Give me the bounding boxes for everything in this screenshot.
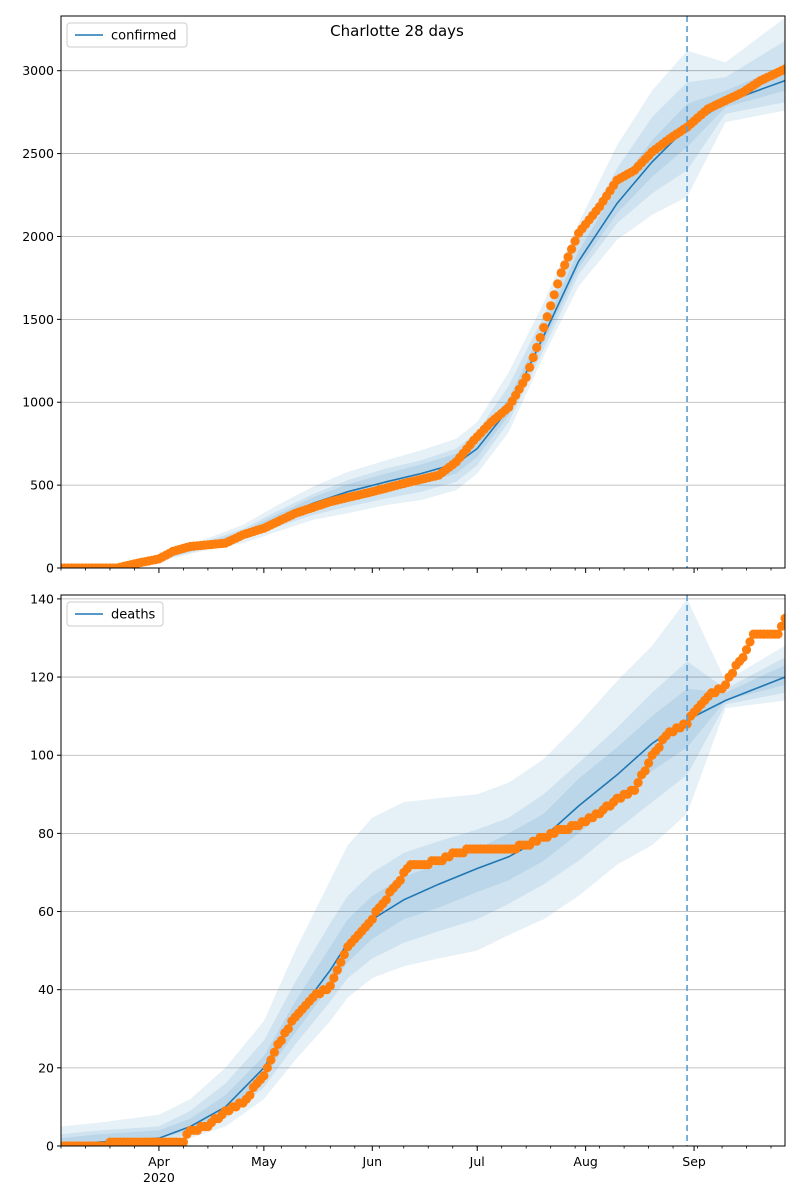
y-tick-label: 60 xyxy=(38,904,54,919)
y-tick-label: 100 xyxy=(30,748,54,763)
uncertainty-band-1 xyxy=(61,17,785,568)
observed-point xyxy=(395,875,405,885)
observed-point xyxy=(654,742,664,753)
observed-point xyxy=(546,301,556,311)
plot-area xyxy=(61,17,785,568)
observed-point xyxy=(269,1047,279,1057)
observed-point xyxy=(381,895,391,905)
observed-point xyxy=(567,244,577,254)
observed-point xyxy=(542,312,552,322)
y-tick-label: 40 xyxy=(38,982,54,997)
observed-point xyxy=(553,279,563,289)
observed-point xyxy=(640,766,650,776)
uncertainty-band-3 xyxy=(61,665,785,1146)
observed-point xyxy=(738,652,748,663)
uncertainty-band-2 xyxy=(61,40,785,568)
y-tick-label: 1500 xyxy=(22,312,54,327)
legend-label: deaths xyxy=(111,608,156,623)
observed-point xyxy=(259,1071,269,1081)
observed-point xyxy=(528,352,538,363)
observed-point xyxy=(741,645,752,655)
observed-point xyxy=(325,981,335,991)
x-tick-label: Jun xyxy=(362,1154,383,1169)
axes-frame xyxy=(60,594,786,1147)
observed-point xyxy=(727,668,738,678)
legend-box xyxy=(66,22,188,48)
observed-point xyxy=(682,719,692,729)
y-tick-label: 140 xyxy=(30,591,54,606)
observed-point xyxy=(780,613,785,623)
observed-point xyxy=(339,949,349,960)
y-tick-label: 120 xyxy=(30,670,54,685)
y-tick-label: 2000 xyxy=(22,229,54,244)
plot-area xyxy=(61,598,785,1146)
y-tick-label: 500 xyxy=(30,478,54,493)
legend-box xyxy=(66,601,164,627)
observed-point xyxy=(283,1024,293,1034)
x-tick-label: Sep xyxy=(682,1154,706,1169)
observed-point xyxy=(780,64,785,74)
observed-point xyxy=(178,1137,188,1146)
observed-point xyxy=(367,914,377,924)
observed-point xyxy=(245,1090,255,1100)
uncertainty-band-1 xyxy=(61,598,785,1146)
y-tick-label: 20 xyxy=(38,1060,54,1075)
figure-title: Charlotte 28 days xyxy=(330,22,464,40)
observed-point xyxy=(720,680,731,690)
y-tick-label: 0 xyxy=(46,561,54,576)
y-tick-label: 0 xyxy=(46,1139,54,1154)
x-tick-label: May xyxy=(251,1154,277,1169)
x-tick-label: Jul xyxy=(469,1154,485,1169)
observed-point xyxy=(745,637,755,647)
y-tick-label: 80 xyxy=(38,826,54,841)
observed-point xyxy=(525,362,535,372)
observed-point xyxy=(560,260,570,270)
observed-point xyxy=(276,1035,286,1046)
observed-point xyxy=(549,290,559,300)
deaths-line xyxy=(61,676,785,1146)
observed-point xyxy=(535,333,545,343)
observed-point xyxy=(633,778,643,788)
observed-point xyxy=(539,323,549,333)
observed-point xyxy=(336,957,346,967)
observed-point xyxy=(332,965,342,975)
observed-point xyxy=(556,268,566,278)
x-tick-sublabel: 2020 xyxy=(143,1170,175,1185)
observed-point xyxy=(776,621,785,631)
observed-point xyxy=(329,973,339,983)
observed-point xyxy=(570,236,580,246)
observed-point xyxy=(266,1055,276,1065)
observed-point xyxy=(521,372,531,382)
y-tick-label: 2500 xyxy=(22,146,54,161)
confirmed-panel: 0 500 1000 1500 2000 2500 3000 confirmed xyxy=(22,15,786,576)
observed-point xyxy=(630,785,640,796)
observed-point xyxy=(532,342,542,353)
observed-point xyxy=(563,252,573,262)
uncertainty-band-3 xyxy=(61,65,785,568)
y-tick-label: 1000 xyxy=(22,395,54,410)
x-tick-label: Apr xyxy=(148,1154,170,1169)
observed-point xyxy=(644,758,654,768)
legend-label: confirmed xyxy=(111,29,177,44)
observed-point xyxy=(773,629,783,639)
observed-point xyxy=(262,1063,272,1073)
y-tick-label: 3000 xyxy=(22,63,54,78)
axes-frame xyxy=(60,15,786,569)
uncertainty-band-2 xyxy=(61,657,785,1146)
x-tick-label: Aug xyxy=(573,1154,597,1169)
